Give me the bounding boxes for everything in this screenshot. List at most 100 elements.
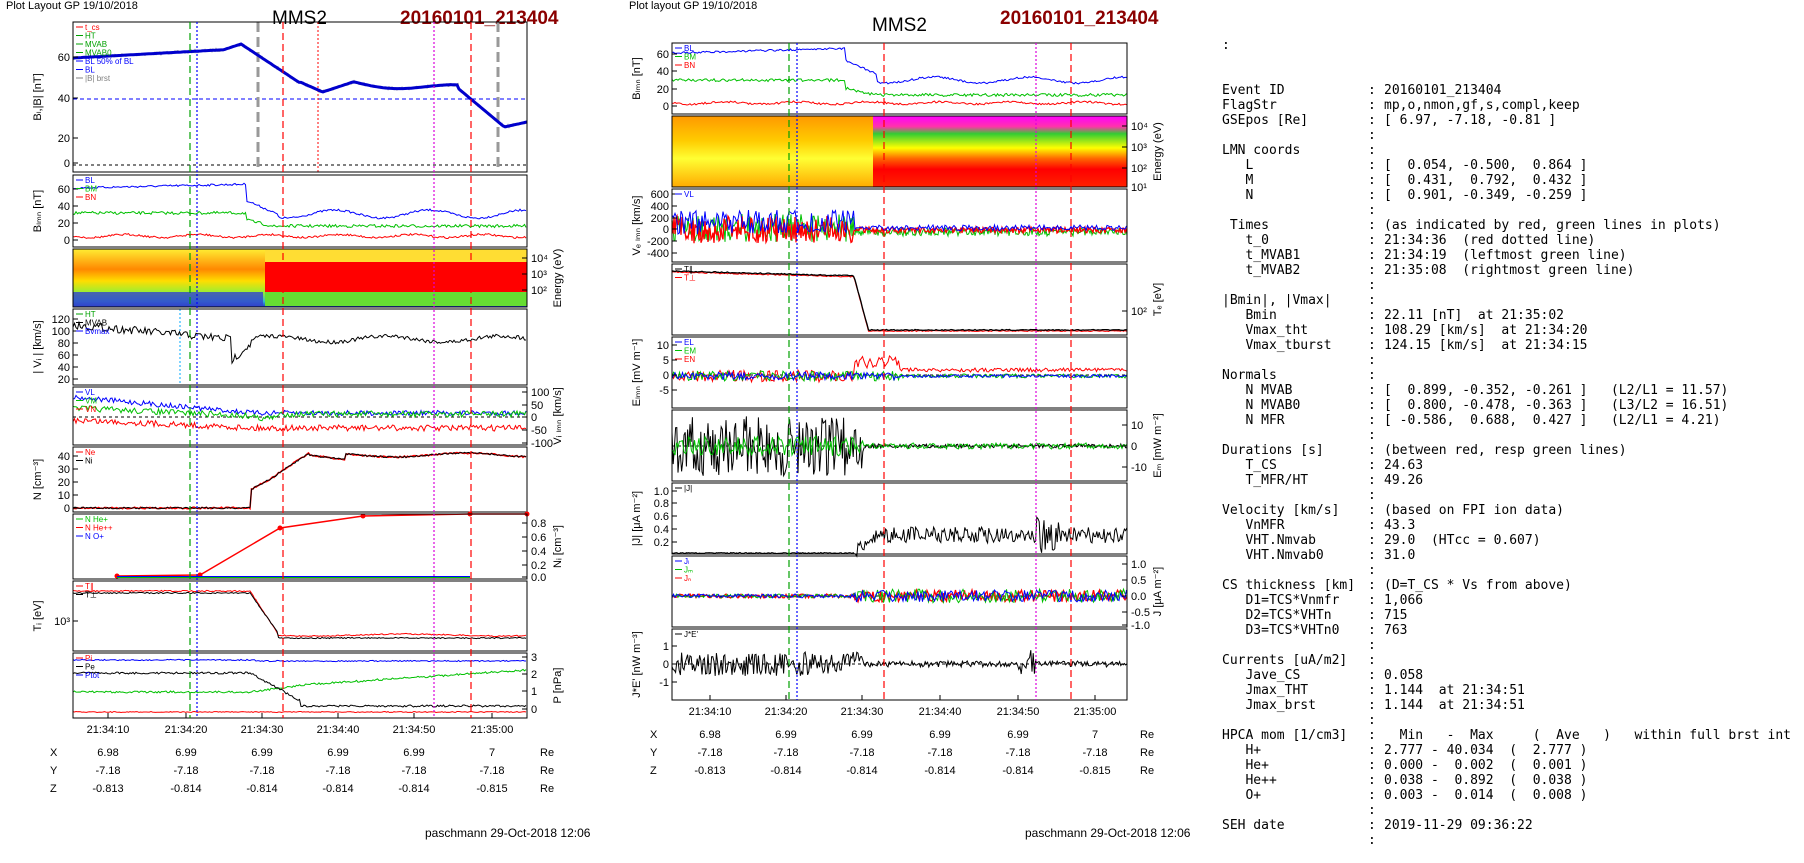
left-y-tick-label: 40	[58, 201, 70, 213]
info-key: M	[1222, 173, 1254, 188]
he-plus-plus-series	[116, 513, 527, 577]
info-key: T_CS	[1222, 458, 1277, 473]
left-position-value: 7	[489, 747, 495, 759]
right-y-tick-label: 20	[657, 84, 669, 96]
info-key: FlagStr	[1222, 98, 1277, 113]
info-line: :	[1222, 203, 1791, 218]
right-y-axis-label: Tₑ [eV]	[1152, 283, 1164, 316]
left-y-tick-label: 20	[58, 218, 70, 230]
bn-lmn-series	[72, 232, 527, 240]
left-y-tick-label: 80	[58, 338, 70, 350]
info-line: Vmax_tht: 108.29 [km/s] at 21:34:20	[1222, 323, 1791, 338]
right-time-tick-label: 21:34:50	[997, 706, 1040, 718]
info-colon: :	[1368, 368, 1384, 383]
left-y-tick-label: 0	[64, 503, 70, 515]
ve-l-series	[671, 209, 1127, 235]
left-y-tick-label: 60	[58, 52, 70, 64]
left-y-tick-label: 120	[52, 314, 70, 326]
info-value: 1.144 at 21:34:51	[1384, 698, 1525, 713]
info-colon: :	[1368, 248, 1384, 263]
left-legend-entry: HT	[85, 32, 96, 41]
right-panel-frame	[671, 188, 1128, 263]
info-line: Vmax_tburst: 124.15 [km/s] at 21:34:15	[1222, 338, 1791, 353]
info-line: He+: 0.000 - 0.002 ( 0.001 )	[1222, 758, 1791, 773]
info-value: 763	[1384, 623, 1408, 638]
info-value: 24.63	[1384, 458, 1424, 473]
info-value: 43.3	[1384, 518, 1416, 533]
info-value: [ 0.054, -0.500, 0.864 ]	[1384, 158, 1588, 173]
info-key: SEH date	[1222, 818, 1285, 833]
left-y-tick-label: 60	[58, 350, 70, 362]
em-black-series	[671, 416, 1127, 478]
left-position-value: -0.814	[170, 783, 201, 795]
info-line: He++: 0.038 - 0.892 ( 0.038 )	[1222, 773, 1791, 788]
info-colon: :	[1368, 803, 1384, 818]
info-colon: :	[1368, 593, 1384, 608]
info-value: [ 0.431, 0.792, 0.432 ]	[1384, 173, 1588, 188]
left-legend-entry: N He++	[85, 524, 113, 533]
info-line: M: [ 0.431, 0.792, 0.432 ]	[1222, 173, 1791, 188]
left-y-tick-label: 10³	[531, 269, 547, 281]
info-line: Velocity [km/s]: (based on FPI ion data)	[1222, 503, 1791, 518]
info-key: CS thickness [km]	[1222, 578, 1356, 593]
he-plus-plus-point	[360, 513, 366, 519]
p-red-series	[72, 710, 527, 714]
info-key: VHT.Nmvab0	[1222, 548, 1324, 563]
right-y-tick-label: -0.5	[1131, 607, 1150, 619]
info-key: Vmax_tburst	[1222, 338, 1332, 353]
info-key: VHT.Nmvab	[1222, 533, 1316, 548]
left-position-row-label: Z	[50, 783, 57, 795]
right-y-tick-label: 0	[663, 659, 669, 671]
info-key	[1222, 278, 1368, 293]
right-y-tick-label: 0.0	[1131, 591, 1146, 603]
info-line: Jmax_THT: 1.144 at 21:34:51	[1222, 683, 1791, 698]
left-y-tick-label: 20	[58, 133, 70, 145]
left-position-value: -0.813	[92, 783, 123, 795]
right-panel-frame	[671, 263, 1128, 336]
info-colon: :	[1368, 548, 1384, 563]
info-value: 0.000 - 0.002 ( 0.001 )	[1384, 758, 1588, 773]
right-position-value: -0.814	[846, 765, 877, 777]
info-line: t_0: 21:34:36 (red dotted line)	[1222, 233, 1791, 248]
info-line: Normals:	[1222, 368, 1791, 383]
info-colon: :	[1368, 398, 1384, 413]
info-key: t_0	[1222, 233, 1269, 248]
left-y-tick-label: 10	[58, 490, 70, 502]
right-panel-frame	[671, 482, 1128, 555]
right-y-tick-label: -5	[659, 385, 669, 397]
left-y-axis-label: P [nPa]	[552, 668, 564, 704]
bm-lmn-series	[671, 77, 1127, 98]
je-series	[671, 650, 1128, 676]
info-colon: :	[1368, 533, 1384, 548]
left-legend-entry: BN	[85, 193, 96, 202]
right-legend-entry: EL	[684, 338, 694, 347]
info-value: 2.777 - 40.034 ( 2.777 )	[1384, 743, 1588, 758]
info-line: Times: (as indicated by red, green lines…	[1222, 218, 1791, 233]
info-line: D2=TCS*VHTn: 715	[1222, 608, 1791, 623]
left-y-tick-label: 0	[531, 412, 537, 424]
info-line: Jmax_brst: 1.144 at 21:34:51	[1222, 698, 1791, 713]
left-y-tick-label: 30	[58, 464, 70, 476]
left-position-unit: Re	[540, 765, 554, 777]
info-colon: :	[1368, 728, 1384, 743]
right-event-id-title: 20160101_213404	[1000, 8, 1159, 29]
right-y-tick-label: 10²	[1131, 163, 1147, 175]
left-footer-credit: paschmann 29-Oct-2018 12:06	[425, 826, 591, 840]
info-key: Bmin	[1222, 308, 1277, 323]
right-panel-frame	[671, 336, 1128, 409]
info-key: Jave_CS	[1222, 668, 1301, 683]
left-legend-entry: Pi	[85, 654, 92, 663]
info-key: N MVAB	[1222, 383, 1293, 398]
info-value: 21:35:08 (rightmost green line)	[1384, 263, 1635, 278]
left-legend-entry: N He+	[85, 515, 108, 524]
left-y-tick-label: 0.2	[531, 560, 546, 572]
vm-series	[72, 405, 527, 422]
left-position-value: -0.815	[476, 783, 507, 795]
info-line: O+: 0.003 - 0.014 ( 0.008 )	[1222, 788, 1791, 803]
right-position-value: 6.99	[775, 729, 796, 741]
left-y-tick-label: 50	[531, 400, 543, 412]
info-line: GSEpos [Re]: [ 6.97, -7.18, -0.81 ]	[1222, 113, 1791, 128]
left-position-value: -0.814	[246, 783, 277, 795]
